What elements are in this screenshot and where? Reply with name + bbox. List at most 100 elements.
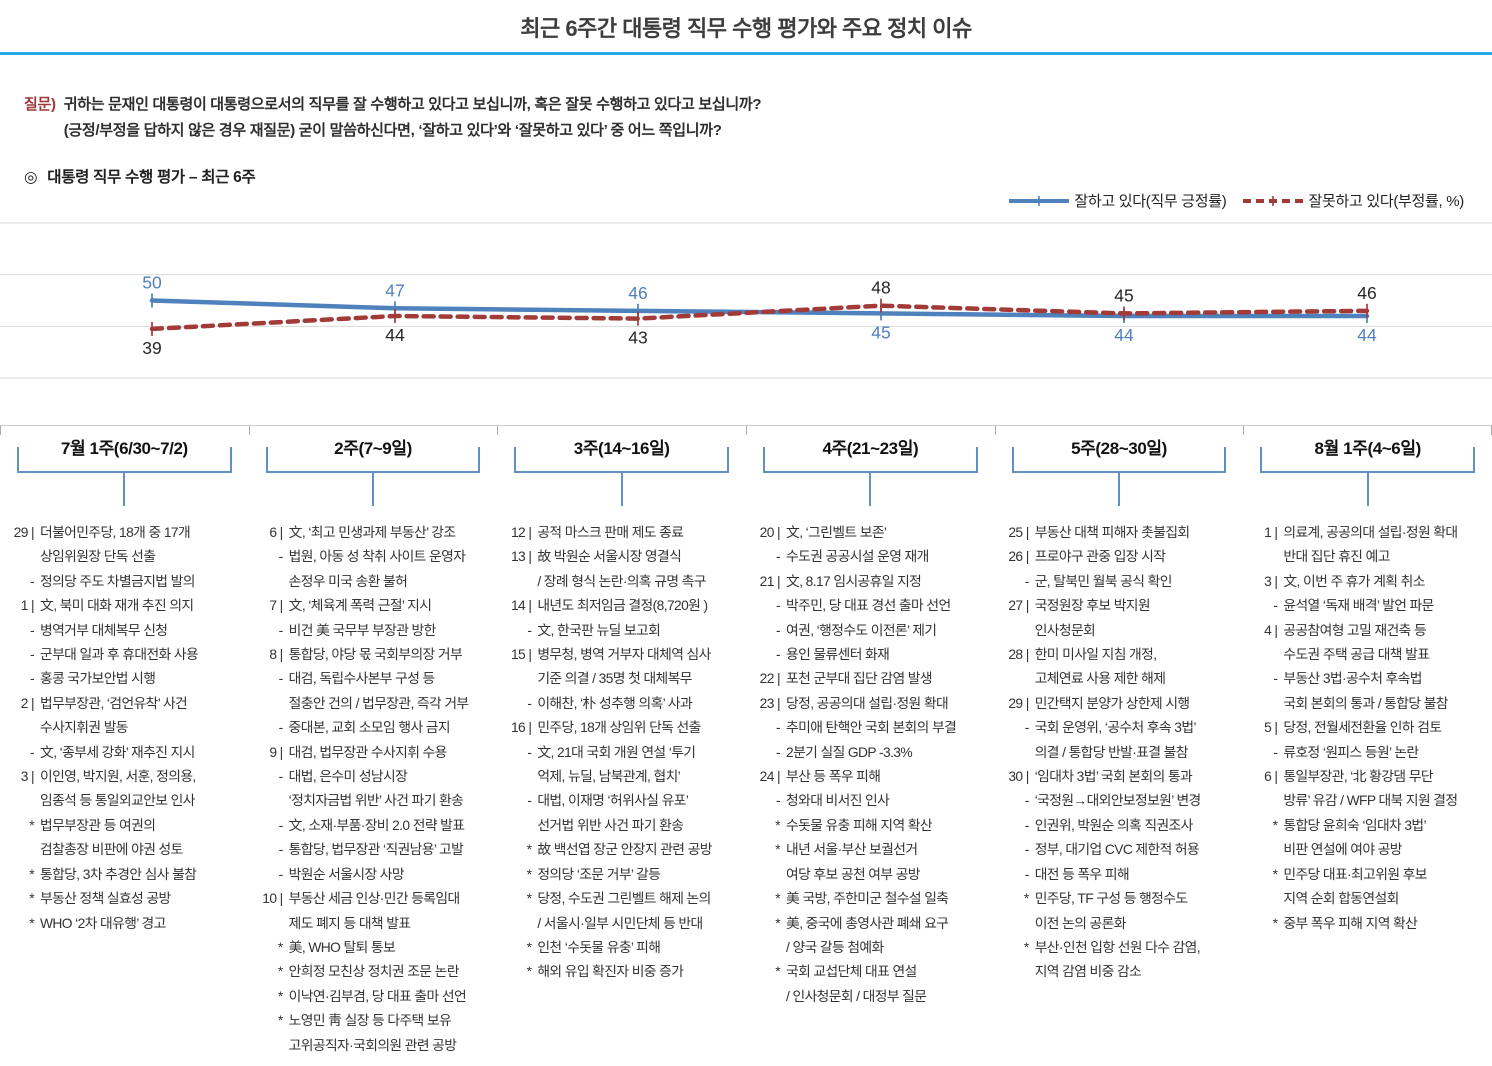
issue-marker: 24 | <box>759 769 781 785</box>
issue-line: - 추미애 탄핵안 국회 본회의 부결 <box>746 716 995 740</box>
issue-line: 28 | 한미 미사일 지침 개정, <box>995 643 1244 667</box>
issue-line: - 청와대 비서진 인사 <box>746 789 995 813</box>
issue-marker: - <box>278 866 284 882</box>
issue-line: * 민주당 대표·최고위원 후보 <box>1243 863 1492 887</box>
issue-line: 14 | 내년도 최저임금 결정(8,720원 ) <box>497 594 746 618</box>
week-bracket <box>763 447 978 473</box>
issue-text: 의료계, 공공의대 설립·정원 확대 <box>1283 525 1458 540</box>
issue-marker-empty <box>746 936 786 960</box>
issue-line: 임종석 등 통일외교안보 인사 <box>0 789 249 813</box>
issue-line: - 비건 美 국무부 부장관 방한 <box>249 619 498 643</box>
issue-text: 민주당, TF 구성 등 행정수도 <box>1034 891 1188 907</box>
issue-marker: - <box>278 549 284 565</box>
week-axis: 7월 1주(6/30~7/2) 2주(7~9일) 3주(14~16일) 4주(21~2… <box>0 425 1492 515</box>
week-bracket <box>514 447 730 473</box>
issue-line: 23 | 당정, 공공의대 설립·정원 확대 <box>746 692 995 716</box>
issue-line: * 수돗물 유충 피해 지역 확산 <box>746 814 995 838</box>
section-bullet-icon: ◎ <box>24 169 38 186</box>
issue-line: 8 | 통합당, 야당 몫 국회부의장 거부 <box>249 643 498 667</box>
issue-text: 2분기 실질 GDP -3.3% <box>786 744 913 760</box>
issue-marker-empty <box>1243 887 1283 911</box>
issue-marker: - <box>776 622 781 638</box>
issue-text: 비건 美 국무부 부장관 방한 <box>288 622 437 638</box>
issue-text: 美 국방, 주한미군 철수설 일축 <box>786 891 949 907</box>
issue-marker: 25 | <box>1008 525 1029 540</box>
issue-marker-empty <box>0 789 40 813</box>
issue-line: 7 | 文, ‘체육계 폭력 근절’ 지시 <box>249 594 498 618</box>
issue-marker: - <box>30 671 35 687</box>
survey-question: 질문) 귀하는 문재인 대통령이 대통령으로서의 직무를 잘 수행하고 있다고 … <box>24 92 1472 144</box>
issue-text: 의결 / 통합당 반발·표결 불참 <box>1034 744 1189 760</box>
issue-marker-empty <box>995 960 1035 984</box>
issue-text: 지역 순회 합동연설회 <box>1283 891 1399 907</box>
issue-text: 文, 이번 주 휴가 계획 취소 <box>1283 573 1425 589</box>
question-prefix: 질문) <box>24 96 56 113</box>
issue-line: - 군부대 일과 후 휴대전화 사용 <box>0 643 249 667</box>
issue-line: - 박주민, 당 대표 경선 출마 선언 <box>746 594 995 618</box>
issue-text: 이해찬, ‘朴 성추행 의혹’ 사과 <box>537 695 693 711</box>
issue-marker-empty <box>0 545 40 569</box>
issue-marker: - <box>776 793 781 809</box>
issue-text: 박원순 서울시장 사망 <box>288 866 405 882</box>
issue-marker: - <box>1024 817 1030 833</box>
issue-text: 인권위, 박원순 의혹 직권조사 <box>1034 817 1194 833</box>
week-cell: 5주(28~30일) <box>994 426 1244 515</box>
issue-line: 반대 집단 휴진 예고 <box>1243 545 1492 569</box>
issue-text: 용인 물류센터 화재 <box>786 647 890 663</box>
issue-text: 수도권 공공시설 운영 재개 <box>786 549 929 565</box>
issue-text: 정의당 ‘조문 거부’ 갈등 <box>537 866 661 882</box>
issue-line: * 美, 중국에 총영사관 폐쇄 요구 <box>746 912 995 936</box>
issue-marker: * <box>29 915 34 931</box>
issue-marker: 2 | <box>20 695 35 711</box>
issue-marker: * <box>277 964 283 980</box>
issue-marker: * <box>29 866 34 882</box>
issue-line: 13 | 故 박원순 서울시장 영결식 <box>497 545 746 569</box>
issue-marker: * <box>1023 939 1029 955</box>
issue-marker-empty <box>249 912 289 936</box>
issue-line: 24 | 부산 등 폭우 피해 <box>746 765 995 789</box>
disapproval-data-label: 48 <box>871 278 890 298</box>
issue-text: 절충안 건의 / 법무장관, 즉각 거부 <box>288 695 469 711</box>
issue-marker: * <box>526 964 532 980</box>
issue-line: - 중대본, 교회 소모임 행사 금지 <box>249 716 498 740</box>
issue-text: 당정, 수도권 그린벨트 해제 논의 <box>537 891 711 907</box>
issue-line: * 민주당, TF 구성 등 행정수도 <box>995 887 1244 911</box>
issue-marker-empty <box>1243 643 1283 667</box>
issue-text: 통합당, 야당 몫 국회부의장 거부 <box>288 647 463 663</box>
issue-marker-empty <box>1243 789 1283 813</box>
issue-marker: - <box>30 622 35 638</box>
issue-line: 15 | 병무청, 병역 거부자 대체역 심사 <box>497 643 746 667</box>
issue-marker: - <box>278 720 284 736</box>
issue-text: / 서울시·일부 시민단체 등 반대 <box>537 915 703 931</box>
approval-data-label: 46 <box>628 283 647 303</box>
legend-approval-label: 잘하고 있다(직무 긍정률) <box>1074 193 1227 210</box>
issue-text: 文, 북미 대화 재개 추진 의지 <box>40 598 194 614</box>
issue-text: 더불어민주당, 18개 중 17개 <box>40 525 191 540</box>
issue-text: 지역 감염 비중 감소 <box>1034 964 1142 980</box>
issue-line: 방류’ 유감 / WFP 대북 지원 결정 <box>1243 789 1492 813</box>
issue-marker: 26 | <box>1008 549 1029 565</box>
issue-marker: - <box>776 647 781 663</box>
issue-text: 민주당, 18개 상임위 단독 선출 <box>537 720 701 736</box>
issue-marker: - <box>278 671 284 687</box>
section-heading: ◎ 대통령 직무 수행 평가 – 최근 6주 <box>24 165 1492 187</box>
week-bracket <box>1260 447 1476 473</box>
issue-text: 故 박원순 서울시장 영결식 <box>537 549 682 565</box>
issue-marker-empty <box>497 667 537 691</box>
issue-text: 추미애 탄핵안 국회 본회의 부결 <box>786 720 957 736</box>
week-cell: 8월 1주(4~6일) <box>1243 426 1492 515</box>
issue-marker: - <box>278 842 284 858</box>
issue-marker: * <box>775 964 781 980</box>
issue-line: 1 | 文, 북미 대화 재개 추진 의지 <box>0 594 249 618</box>
issue-line: 22 | 포천 군부대 집단 감염 발생 <box>746 667 995 691</box>
issue-text: 인사청문회 <box>1034 622 1096 638</box>
issue-text: 공적 마스크 판매 제도 종료 <box>537 525 684 540</box>
issue-text: 정부, 대기업 CVC 제한적 허용 <box>1034 842 1200 858</box>
issue-text: 박주민, 당 대표 경선 출마 선언 <box>786 598 951 614</box>
issue-line: 상임위원장 단독 선출 <box>0 545 249 569</box>
issue-line: 지역 순회 합동연설회 <box>1243 887 1492 911</box>
issue-marker: * <box>29 817 34 833</box>
issue-marker-empty <box>995 619 1035 643</box>
approval-data-label: 45 <box>871 322 890 342</box>
issue-text: 한미 미사일 지침 개정, <box>1034 647 1157 663</box>
